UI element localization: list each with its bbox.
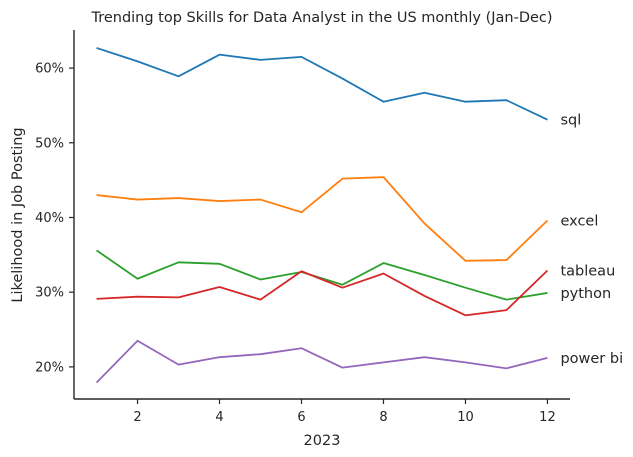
x-tick-label: 4: [215, 410, 223, 425]
y-axis-label: Likelihood in Job Posting: [10, 127, 26, 302]
x-axis-label: 2023: [304, 433, 341, 449]
x-tick-label: 2: [133, 410, 141, 425]
x-axis-ticks: 2 4 6 8 10 12: [133, 399, 556, 425]
plot-lines: [95, 47, 549, 384]
y-tick-label: 60%: [35, 62, 64, 77]
series-label-python: python: [560, 286, 611, 302]
x-tick-label: 12: [539, 410, 556, 425]
chart-title: Trending top Skills for Data Analyst in …: [90, 10, 552, 26]
y-axis-ticks: 20% 30% 40% 50% 60%: [35, 62, 74, 375]
series-line-power-bi: [95, 339, 548, 384]
x-tick-label: 10: [457, 410, 474, 425]
series-line-tableau: [96, 269, 549, 317]
x-tick-label: 8: [379, 410, 387, 425]
series-line-python: [96, 249, 548, 301]
y-tick-label: 20%: [35, 360, 64, 375]
series-label-excel: excel: [560, 213, 598, 229]
y-tick-label: 30%: [35, 286, 64, 301]
y-tick-label: 50%: [35, 136, 64, 151]
series-label-power-bi: power bi: [560, 351, 623, 367]
series-line-sql: [96, 47, 548, 121]
series-label-tableau: tableau: [560, 264, 615, 280]
series-line-excel: [96, 176, 549, 262]
x-tick-label: 6: [297, 410, 305, 425]
series-label-sql: sql: [560, 113, 581, 129]
y-tick-label: 40%: [35, 211, 64, 226]
series-labels: sql excel python tableau power bi: [560, 113, 623, 367]
